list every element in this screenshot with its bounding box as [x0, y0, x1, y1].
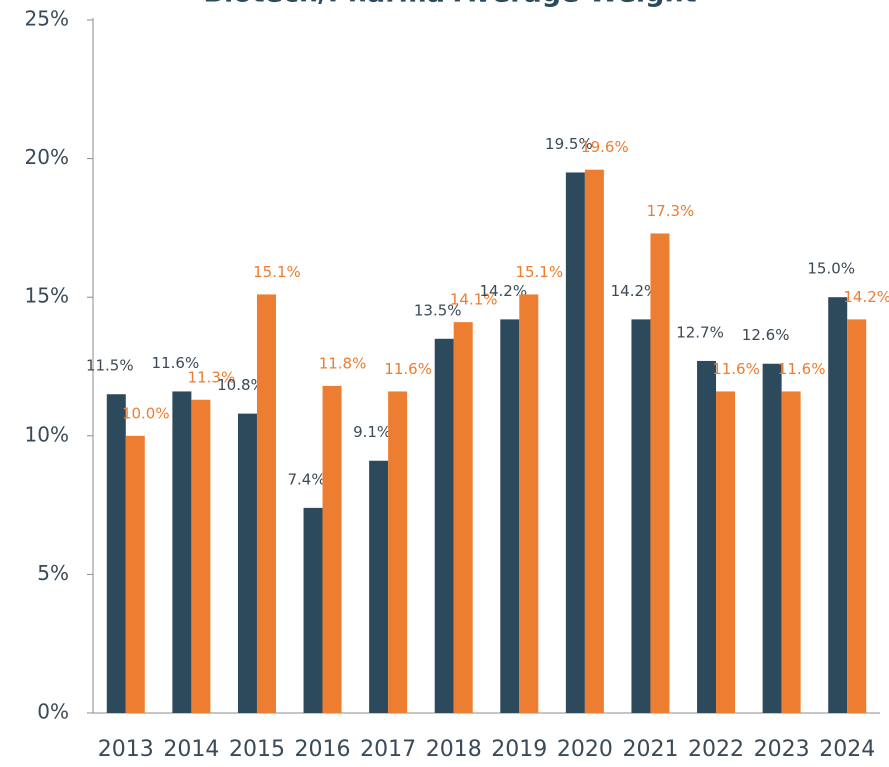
- bar: [191, 399, 211, 713]
- x-tick-label: 2018: [426, 737, 482, 762]
- data-label: 15.1%: [515, 263, 563, 281]
- data-label: 15.1%: [253, 263, 301, 281]
- data-label: 19.6%: [581, 138, 629, 156]
- x-tick-label: 2017: [360, 737, 416, 762]
- bar: [303, 507, 323, 713]
- bar: [716, 391, 736, 713]
- data-label: 11.6%: [384, 360, 432, 378]
- data-label: 12.6%: [742, 326, 790, 344]
- bar: [388, 391, 408, 713]
- data-label: 13.5%: [414, 301, 462, 319]
- x-tick-label: 2019: [491, 737, 547, 762]
- data-label: 14.2%: [479, 282, 527, 300]
- x-tick-label: 2013: [98, 737, 154, 762]
- bar: [237, 413, 257, 713]
- bar: [125, 435, 145, 713]
- bar: [256, 294, 276, 713]
- data-label: 11.8%: [319, 354, 367, 372]
- x-tick-label: 2014: [163, 737, 219, 762]
- data-label: 7.4%: [287, 470, 325, 488]
- bar: [697, 360, 717, 713]
- data-label: 12.7%: [676, 323, 724, 341]
- data-label: 10.0%: [122, 404, 170, 422]
- x-tick-label: 2020: [557, 737, 613, 762]
- data-label: 10.8%: [217, 376, 265, 394]
- bar: [172, 391, 192, 713]
- bar: [519, 294, 539, 713]
- bar: [106, 394, 126, 713]
- data-label: 17.3%: [647, 202, 695, 220]
- data-label: 11.5%: [86, 357, 134, 375]
- bar: [828, 297, 848, 713]
- data-label: 11.6%: [152, 354, 200, 372]
- data-label: 11.3%: [188, 368, 236, 386]
- data-label: 14.1%: [450, 291, 498, 309]
- x-tick-label: 2015: [229, 737, 285, 762]
- y-tick-label: 25%: [25, 7, 69, 31]
- data-label: 11.6%: [778, 360, 826, 378]
- data-label: 11.6%: [712, 360, 760, 378]
- bar: [762, 363, 782, 713]
- bar: [847, 319, 867, 713]
- data-label: 14.2%: [611, 282, 659, 300]
- x-tick-label: 2016: [295, 737, 351, 762]
- y-tick-label: 0%: [37, 700, 69, 724]
- bar: [369, 460, 389, 713]
- x-tick-label: 2022: [688, 737, 744, 762]
- x-tick-label: 2023: [754, 737, 810, 762]
- y-tick-label: 20%: [25, 145, 69, 169]
- bar: [650, 233, 670, 713]
- bar: [584, 169, 604, 714]
- y-tick-label: 10%: [25, 422, 69, 446]
- chart-title: Biotech/Pharma Average Weight: [203, 0, 696, 9]
- bar: [500, 319, 520, 713]
- bar: [453, 322, 473, 713]
- data-label: 15.0%: [807, 260, 855, 278]
- bar: [781, 391, 801, 713]
- bar: [434, 338, 454, 713]
- data-label: 9.1%: [353, 423, 391, 441]
- y-tick-label: 5%: [37, 561, 69, 585]
- x-tick-label: 2024: [819, 737, 875, 762]
- bar: [565, 172, 585, 713]
- data-label: 19.5%: [545, 135, 593, 153]
- data-label: 14.2%: [843, 288, 889, 306]
- bar: [322, 385, 342, 713]
- y-tick-label: 15%: [25, 284, 69, 308]
- bar: [631, 319, 651, 713]
- x-tick-label: 2021: [622, 737, 678, 762]
